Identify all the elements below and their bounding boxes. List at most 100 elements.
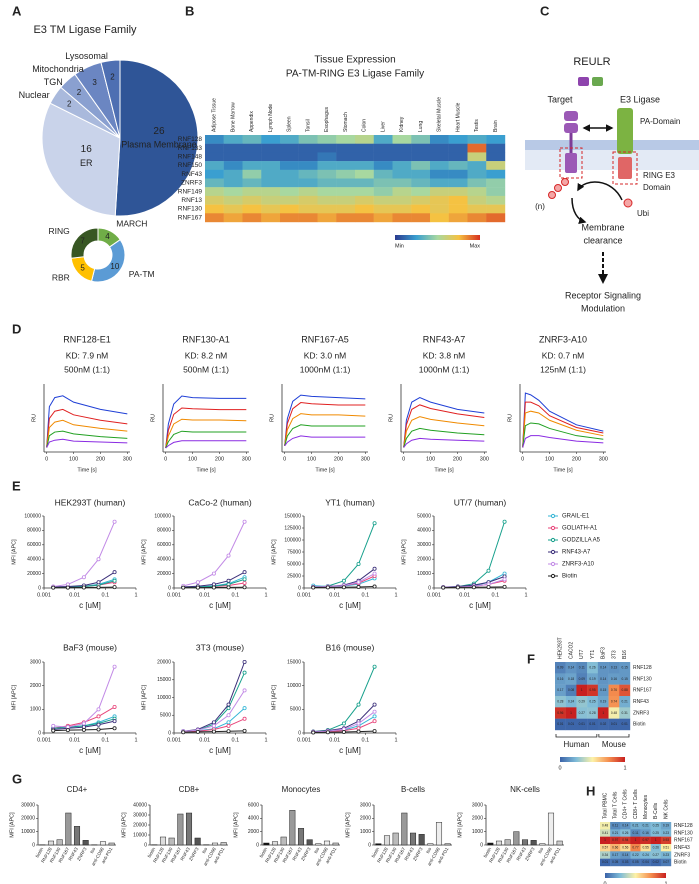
heat-cell: [317, 143, 337, 153]
legend-label: RNF43-A7: [562, 550, 591, 556]
heat-cell: [619, 673, 631, 685]
cell-label: 0.27: [653, 853, 659, 857]
slice-value: 2: [77, 88, 82, 97]
bar: [513, 831, 520, 846]
chart-title: B16 (mouse): [326, 642, 375, 652]
x-tick-label: 0.001: [297, 592, 311, 598]
cell-label: 0.14: [568, 666, 574, 670]
colorbar: [395, 235, 480, 240]
result-label: Modulation: [581, 303, 625, 313]
y-tick-label: 20000: [21, 816, 35, 822]
series-line: [284, 435, 366, 447]
column-label: Total T Cells: [613, 791, 619, 819]
heat-cell: [242, 187, 262, 197]
cell-label: 0.19: [589, 677, 595, 681]
heat-cell: [486, 152, 506, 162]
y-axis-label: MFI [APC]: [233, 812, 239, 838]
x-tick-label: RNF43: [67, 846, 79, 861]
column-label: CD4+ T Cells: [623, 789, 629, 819]
heat-cell: [486, 187, 506, 197]
row-label: RNF43: [181, 171, 202, 178]
x-tick-label: 0.001: [167, 737, 181, 743]
heat-cell: [373, 143, 393, 153]
data-point: [372, 584, 377, 589]
data-point: [65, 582, 70, 587]
heat-cell: [261, 204, 281, 214]
y-tick-label: 60000: [27, 542, 41, 548]
row-label: RNF150: [178, 162, 203, 169]
row-label: ZNRF3: [674, 852, 690, 858]
cell-label: 0.11: [633, 831, 639, 835]
cell-label: 0.41: [602, 831, 608, 835]
column-label: Stomach: [343, 112, 349, 132]
y-axis-label: MFI [APC]: [271, 539, 277, 565]
y-tick-label: 15000: [287, 659, 301, 665]
slice-value: 16: [81, 144, 93, 155]
row-label: ZNRF3: [181, 180, 202, 187]
bar: [504, 839, 511, 846]
cell-label: 0.25: [653, 831, 659, 835]
bar: [392, 832, 399, 846]
y-tick-label: 60000: [157, 542, 171, 548]
heat-cell: [587, 673, 599, 685]
heat-cell: [430, 213, 449, 223]
heat-cell: [298, 187, 318, 197]
x-tick-label: 1: [134, 592, 137, 598]
y-tick-label: 0: [368, 842, 371, 848]
y-tick-label: 30000: [417, 542, 431, 548]
row-label: Biotin: [674, 860, 687, 866]
heat-cell: [336, 178, 356, 188]
heat-cell: [565, 673, 577, 685]
data-point: [226, 720, 231, 725]
column-label: Appendix: [249, 111, 255, 132]
series-line: [284, 402, 366, 446]
heat-cell: [242, 152, 262, 162]
series-line: [46, 430, 128, 448]
bar: [159, 836, 167, 846]
heat-cell: [223, 178, 243, 188]
heat-cell: [336, 152, 356, 162]
heat-cell: [261, 161, 281, 170]
slice-value: 10: [110, 262, 119, 271]
heat-cell: [486, 213, 506, 223]
series-line: [53, 666, 116, 728]
y-axis-label: MFI [APC]: [271, 684, 277, 710]
y-tick-label: 6000: [248, 802, 259, 808]
heat-cell: [242, 143, 262, 153]
x-tick-label: biotin: [259, 846, 269, 858]
cell-label: 0.03: [622, 860, 628, 864]
data-point: [242, 716, 247, 721]
row-label: RNF128: [633, 665, 652, 671]
chart-title: Monocytes: [282, 785, 321, 794]
bar: [289, 810, 296, 846]
diagram: REULR Target E3 Ligase PA-Domain RING E3…: [525, 56, 699, 313]
x-tick-label: 0.01: [69, 592, 80, 598]
cell-label: 1: [570, 711, 572, 715]
panel-label: B: [185, 3, 194, 18]
row-label: ZNRF3: [633, 710, 649, 716]
x-tick-label: RNF43: [291, 846, 303, 861]
data-point: [112, 719, 117, 724]
row-label: RNF130: [633, 676, 652, 682]
heat-cell: [486, 169, 506, 179]
y-tick-label: 75000: [287, 549, 301, 555]
data-point: [372, 729, 377, 734]
y-tick-label: 100000: [284, 537, 301, 543]
data-point: [341, 585, 346, 590]
data-point: [96, 557, 101, 562]
series-line: [284, 424, 366, 446]
bar: [220, 842, 227, 846]
y-axis-label: RU: [269, 414, 275, 422]
heat-cell: [298, 152, 318, 162]
heat-cell: [411, 213, 431, 223]
cell-label: 0.51: [663, 846, 669, 850]
annotation: KD: 7.9 nM: [66, 350, 109, 360]
data-point: [311, 730, 316, 735]
data-point: [372, 571, 377, 576]
y-axis-label: RU: [150, 414, 156, 422]
heat-cell: [430, 187, 449, 197]
row-label: Biotin: [633, 722, 646, 728]
x-tick-label: biotin: [483, 846, 493, 858]
heat-cell: [261, 169, 281, 179]
